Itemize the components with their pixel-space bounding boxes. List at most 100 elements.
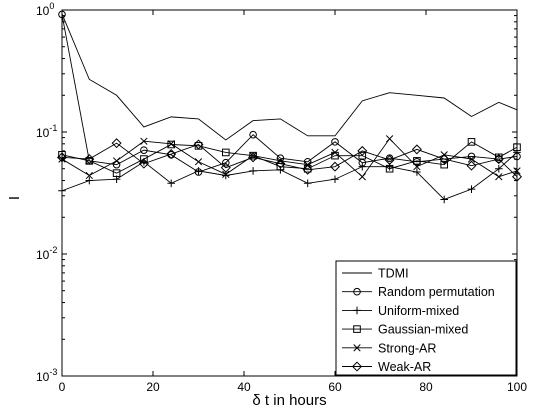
data-point [467, 138, 476, 146]
data-point [193, 139, 204, 150]
data-point [275, 158, 286, 169]
series-line [61, 142, 518, 178]
ticks-layer: 0 20 40 60 80 100 10-3 10-2 10-1 100 [36, 1, 527, 394]
data-point [138, 158, 149, 169]
data-point [467, 185, 476, 193]
legend-entry: Random permutation [342, 285, 495, 299]
data-point [358, 151, 367, 160]
legend-entry: TDMI [342, 267, 409, 281]
data-point [493, 154, 504, 165]
series-layer [56, 10, 523, 204]
series-tdmi [61, 13, 518, 141]
data-point [222, 158, 230, 167]
y-tick-label: 100 [36, 1, 54, 18]
data-point [140, 146, 148, 154]
x-tick-label: 80 [419, 380, 433, 394]
data-point [495, 164, 503, 173]
data-point [467, 155, 476, 163]
series-line [61, 13, 518, 141]
legend-entry: Uniform-mixed [342, 304, 459, 318]
data-point [331, 148, 339, 157]
data-point [358, 173, 366, 181]
data-point [302, 164, 313, 175]
data-point [413, 168, 421, 176]
data-point [194, 158, 203, 166]
data-point [140, 155, 148, 163]
plot-frame [61, 9, 518, 377]
data-point [467, 152, 476, 161]
legend-marker [351, 361, 363, 372]
legend-marker [353, 344, 361, 352]
series-strong-ar [58, 135, 521, 181]
y-tick-label: 10-1 [36, 123, 57, 140]
series-line [61, 141, 518, 174]
data-point [85, 171, 93, 180]
data-point [167, 179, 175, 188]
legend-label: Strong-AR [378, 341, 436, 355]
data-point [112, 169, 121, 177]
data-point [222, 171, 230, 180]
series-line [61, 152, 518, 200]
data-point [194, 167, 203, 175]
data-point [331, 138, 339, 146]
data-point [85, 176, 94, 185]
data-point [248, 152, 259, 163]
data-point [222, 148, 230, 157]
data-point [413, 157, 421, 165]
data-point [304, 160, 312, 169]
data-point [167, 140, 175, 149]
data-point [384, 154, 395, 165]
data-point [166, 149, 177, 160]
y-tick-label: 10-2 [36, 245, 57, 262]
legend-label: Gaussian-mixed [378, 323, 468, 337]
data-point [411, 144, 422, 155]
data-point [440, 155, 449, 163]
data-point [222, 170, 230, 178]
series-weak-ar [56, 138, 523, 182]
data-point [385, 135, 394, 143]
data-point [249, 167, 257, 175]
data-point [495, 153, 503, 162]
data-point [385, 164, 394, 173]
y-tick-label: 10-3 [36, 367, 57, 384]
legend-marker [353, 306, 361, 315]
x-tick-label: 20 [146, 380, 160, 394]
legend-box [335, 260, 517, 376]
legend-marker [353, 325, 361, 333]
series-line [61, 138, 518, 178]
data-point [85, 157, 94, 165]
data-point [249, 130, 257, 139]
legend-entry: Strong-AR [342, 341, 436, 355]
x-tick-label: 100 [507, 380, 527, 394]
data-point [140, 137, 148, 145]
legend-label: Random permutation [378, 285, 495, 299]
data-point [112, 157, 121, 165]
data-point [303, 179, 312, 188]
data-point [413, 162, 421, 171]
x-axis-label: δ t in hours [252, 392, 326, 409]
data-point [440, 160, 448, 169]
x-tick-label: 40 [237, 380, 251, 394]
data-point [167, 140, 175, 148]
data-point [439, 154, 450, 165]
data-point [466, 160, 477, 171]
data-point [357, 145, 368, 156]
legend-label: Weak-AR [378, 360, 431, 374]
x-tick-label: 0 [59, 380, 66, 394]
data-point [358, 162, 367, 171]
data-point [220, 162, 231, 173]
legend-marker [353, 287, 361, 296]
data-point [495, 173, 503, 181]
legend-label: Uniform-mixed [378, 304, 459, 318]
legend-entry: Weak-AR [342, 360, 431, 374]
data-point [385, 154, 394, 162]
legend-label: TDMI [378, 267, 409, 281]
y-axis-label: I [6, 196, 23, 200]
data-point [84, 154, 95, 165]
legend: TDMI Random permutation Uniform-mixed Gauss… [335, 260, 517, 376]
data-point [329, 161, 341, 172]
x-tick-label: 60 [328, 380, 342, 394]
data-point [440, 195, 448, 204]
legend-entry: Gaussian-mixed [342, 323, 468, 337]
